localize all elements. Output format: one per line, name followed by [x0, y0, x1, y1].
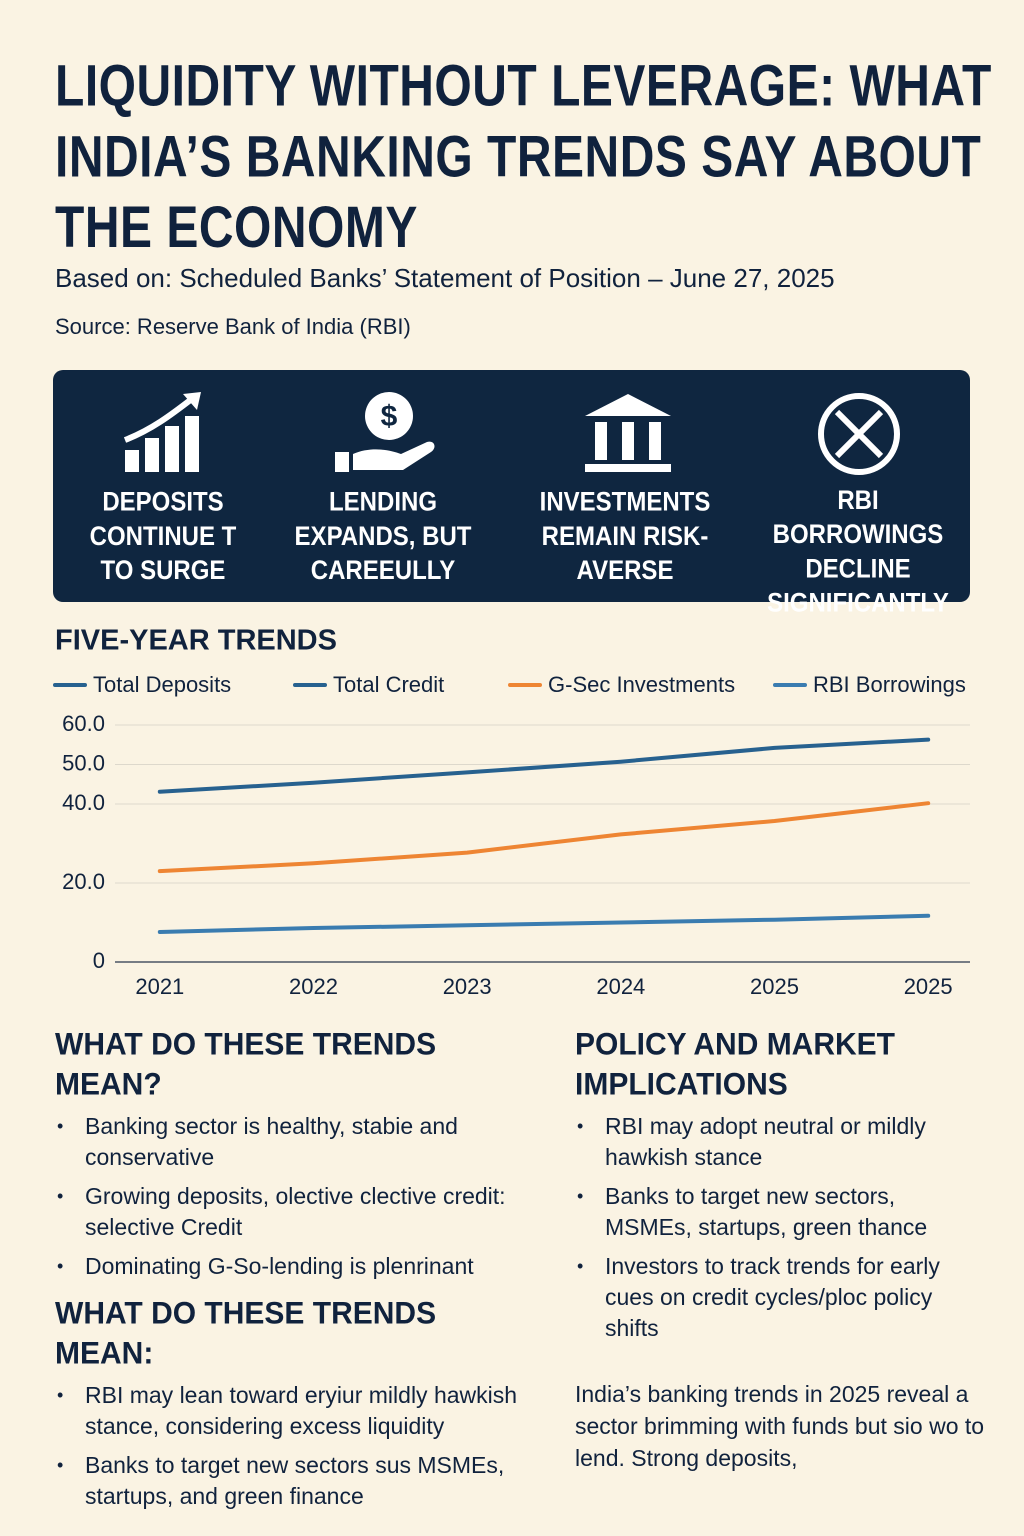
- growth-icon: [123, 392, 201, 472]
- bank-icon: [585, 394, 671, 472]
- bullet-list: RBI may lean toward eryiur mildly hawkis…: [55, 1380, 525, 1512]
- y-tick-label: 40.0: [62, 790, 105, 815]
- series-line: [157, 913, 931, 934]
- legend-label: Total Credit: [333, 672, 444, 697]
- x-tick-label: 2024: [596, 974, 645, 999]
- bullet-list: RBI may adopt neutral or mildly hawkish …: [575, 1111, 985, 1344]
- highlight-label: DEPOSITS CONTINUE T TO SURGE: [89, 487, 237, 586]
- bullet-list: Banking sector is healthy, stabie and co…: [55, 1111, 525, 1282]
- x-tick-label: 2025: [904, 974, 953, 999]
- highlight-label: RBI BORROWINGS DECLINE SIGNIFICANTLY: [767, 486, 949, 618]
- decline-icon: [818, 393, 900, 475]
- bullet: Banks to target new sectors sus MSMEs, s…: [55, 1450, 525, 1512]
- highlight-banner: $ DEPOSITS CONTINUE T TO SURGE LENDING E…: [53, 370, 970, 618]
- conclusion: India’s banking trends in 2025 reveal a …: [575, 1381, 985, 1471]
- y-tick-label: 50.0: [62, 750, 105, 775]
- highlight-label: INVESTMENTS REMAIN RISK-AVERSE: [539, 487, 711, 586]
- chart-title: FIVE-YEAR TRENDS: [55, 625, 337, 657]
- left-column: WHAT DO THESE TRENDS MEAN? Banking secto…: [55, 1025, 525, 1524]
- legend-label: Total Deposits: [93, 672, 231, 697]
- right-column: POLICY AND MARKET IMPLICATIONS RBI may a…: [575, 1025, 985, 1356]
- bullet: RBI may lean toward eryiur mildly hawkis…: [55, 1380, 525, 1442]
- bullet: Growing deposits, olective clective cred…: [55, 1181, 525, 1243]
- series-line: [157, 737, 931, 794]
- legend-label: G-Sec Investments: [548, 672, 735, 697]
- lending-icon: $: [335, 392, 435, 472]
- y-tick-label: 60.0: [62, 711, 105, 736]
- y-tick-label: 0: [93, 948, 105, 973]
- x-tick-label: 2025: [750, 974, 799, 999]
- section-heading: WHAT DO THESE TRENDS MEAN:: [55, 1296, 437, 1371]
- title: LIQUIDITY WITHOUT LEVERAGE: WHAT INDIA’S…: [55, 54, 992, 261]
- y-tick-label: 20.0: [62, 869, 105, 894]
- section-heading: POLICY AND MARKET IMPLICATIONS: [575, 1027, 896, 1102]
- highlight-label: LENDING EXPANDS, BUT CAREEULLY: [294, 487, 472, 586]
- bullet: Banking sector is healthy, stabie and co…: [55, 1111, 525, 1173]
- bullet: Investors to track trends for early cues…: [575, 1251, 985, 1344]
- section-heading: WHAT DO THESE TRENDS MEAN?: [55, 1027, 437, 1102]
- subtitle: Based on: Scheduled Banks’ Statement of …: [55, 263, 835, 293]
- svg-text:$: $: [381, 400, 398, 433]
- chart: FIVE-YEAR TRENDS Total Deposits Total Cre…: [53, 625, 970, 999]
- x-tick-label: 2022: [289, 974, 338, 999]
- source: Source: Reserve Bank of India (RBI): [55, 314, 411, 339]
- x-tick-label: 2021: [135, 974, 184, 999]
- bullet: Dominating G-So-lending is plenrinant: [55, 1251, 525, 1282]
- bullet: RBI may adopt neutral or mildly hawkish …: [575, 1111, 985, 1173]
- legend-label: RBI Borrowings: [813, 672, 966, 697]
- series-line: [157, 801, 931, 874]
- bullet: Banks to target new sectors, MSMEs, star…: [575, 1181, 985, 1243]
- x-tick-label: 2023: [443, 974, 492, 999]
